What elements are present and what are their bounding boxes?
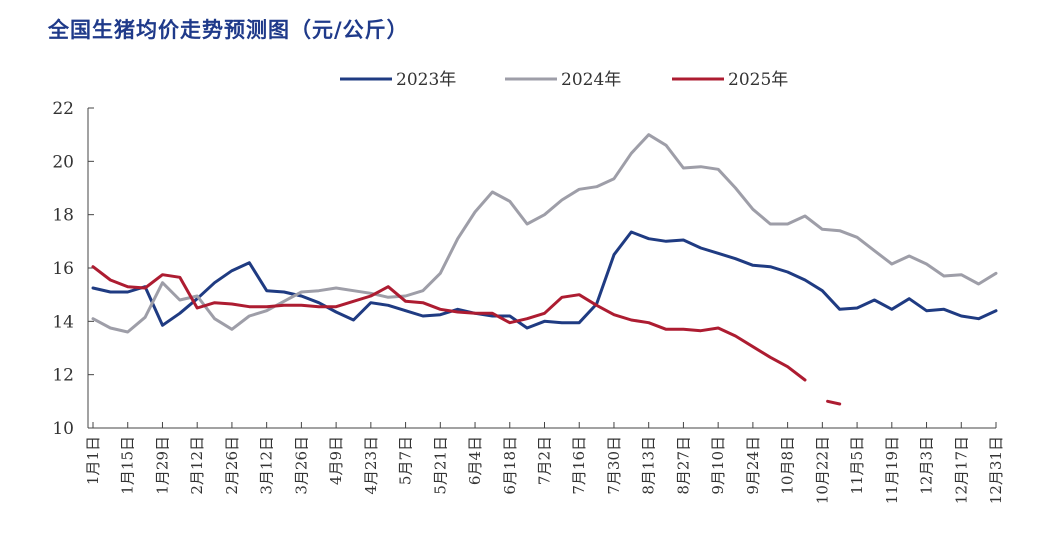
x-tick-label: 1月15日 [119,436,137,495]
x-tick-label: 5月21日 [431,436,449,495]
x-tick-label: 10月22日 [813,436,831,504]
chart-title: 全国生猪均价走势预测图（元/公斤） [48,18,409,42]
y-tick-label: 20 [52,152,74,172]
series-line-2023年 [91,230,998,330]
y-tick-label: 16 [52,259,74,279]
x-tick-label: 7月16日 [570,436,588,495]
series-forecast-2025年 [826,399,842,406]
x-tick-label: 12月17日 [952,436,970,504]
x-tick-label: 6月4日 [466,436,484,485]
legend-label-2023年: 2023年 [396,70,456,90]
x-tick-label: 7月2日 [536,436,554,485]
x-tick-label: 3月12日 [258,436,276,495]
x-tick-label: 8月13日 [640,436,658,495]
x-tick-label: 12月3日 [918,436,936,495]
x-tick-label: 7月30日 [605,436,623,495]
legend: 2023年 2024年 2025年 [340,70,788,90]
y-tick-label: 12 [52,366,74,386]
y-tick-label: 18 [52,206,74,226]
x-tick-label: 3月26日 [292,436,310,495]
x-tick-label: 6月18日 [501,436,519,495]
legend-label-2025年: 2025年 [728,70,788,90]
x-tick-label: 12月31日 [987,436,1005,504]
series-line-2025年 [91,265,807,382]
series-line-2024年 [91,133,998,334]
x-tick-label: 8月27日 [674,436,692,495]
x-tick-label: 9月24日 [744,436,762,495]
x-tick-label: 11月5日 [848,436,866,495]
y-tick-label: 14 [52,312,74,332]
series-lines [91,133,998,406]
x-tick-label: 5月7日 [397,436,415,485]
x-tick-label: 2月26日 [223,436,241,495]
x-tick-label: 4月9日 [327,436,345,485]
x-tick-label: 10月8日 [779,436,797,495]
x-tick-label: 1月29日 [153,436,171,495]
x-tick-label: 11月19日 [883,436,901,504]
legend-label-2024年: 2024年 [561,70,621,90]
y-tick-label: 22 [52,99,74,119]
y-tick-label: 10 [52,419,74,439]
x-tick-label: 2月12日 [188,436,206,495]
x-tick-label: 1月1日 [84,436,102,485]
x-tick-label: 4月23日 [362,436,380,495]
x-tick-label: 9月10日 [709,436,727,495]
axes: 10 12 14 16 18 20 22 1月1日 1月15日 1月29日 2月12日 2月26日 3月… [52,99,1005,504]
